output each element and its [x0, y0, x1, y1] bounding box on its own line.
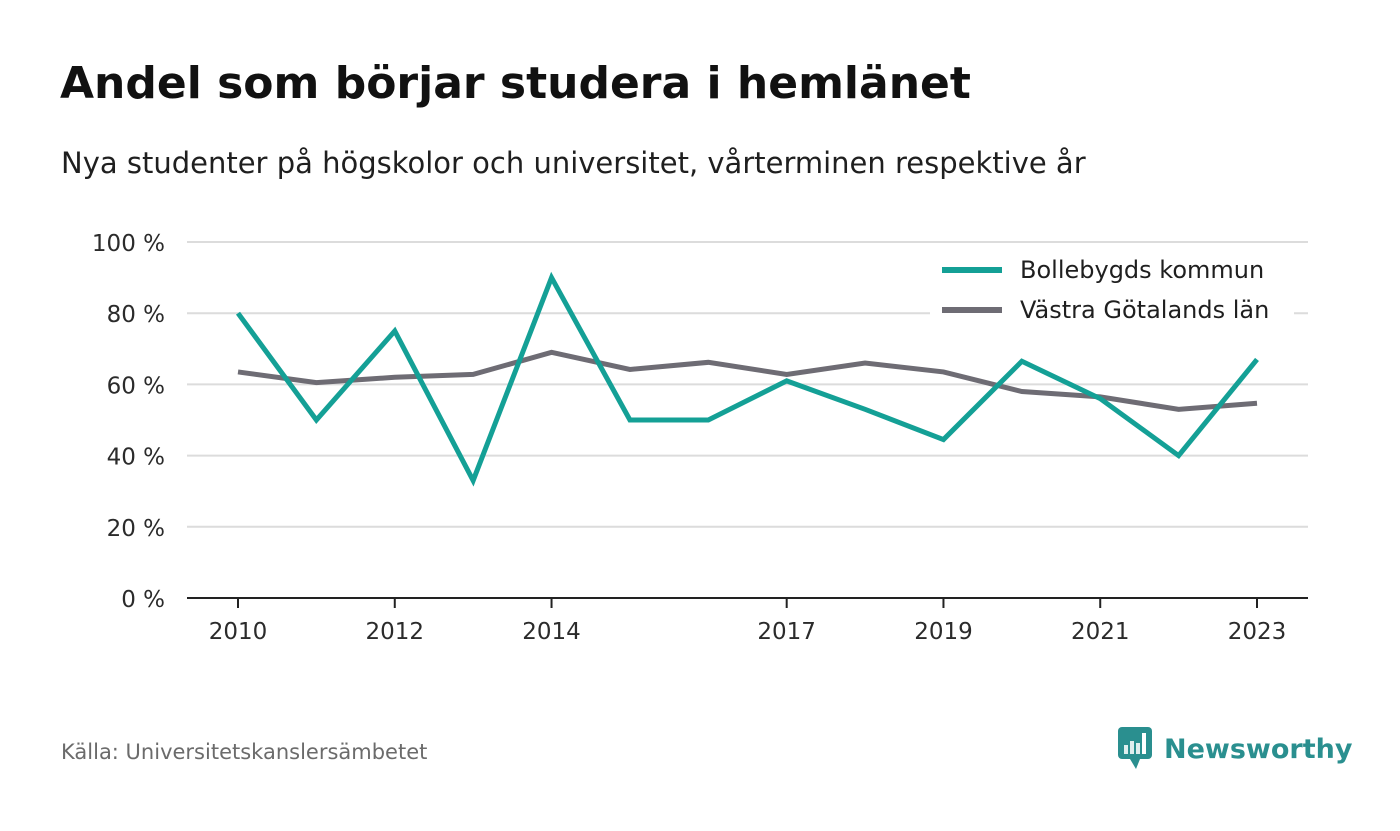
x-tick-label: 2023 [1228, 619, 1287, 645]
line-chart: 0 %20 %40 %60 %80 %100 % 2010 2012 2014 201… [92, 231, 1308, 645]
series-lines [235, 271, 1259, 487]
brand-logo[interactable]: Newsworthy [1118, 727, 1352, 771]
y-tick-label: 100 % [92, 231, 165, 257]
series-line-bollebygds [235, 271, 1259, 487]
y-tick-label: 20 % [107, 516, 165, 542]
y-tick-label: 40 % [107, 445, 165, 471]
y-tick-label: 80 % [107, 302, 165, 328]
x-tick-label: 2010 [209, 619, 268, 645]
series-line-vastra-gotaland [237, 349, 1258, 412]
x-axis: 2010 2012 2014 2017 2019 2021 2023 [187, 597, 1308, 645]
x-tick-label: 2012 [365, 619, 424, 645]
brand-name: Newsworthy [1164, 733, 1353, 765]
legend-label: Västra Götalands län [1020, 296, 1269, 324]
legend-background [930, 250, 1294, 328]
newsworthy-logo-icon [1118, 727, 1152, 769]
x-tick-label: 2019 [914, 619, 973, 645]
x-tick-label: 2017 [757, 619, 816, 645]
x-tick-label: 2014 [522, 619, 581, 645]
y-tick-label: 0 % [121, 587, 165, 613]
legend-label: Bollebygds kommun [1020, 256, 1264, 284]
x-tick-label: 2021 [1071, 619, 1130, 645]
chart-title: Andel som börjar studera i hemlänet [60, 58, 971, 109]
y-tick-label: 60 % [107, 373, 165, 399]
source-note: Källa: Universitetskanslersämbetet [61, 740, 428, 764]
chart-subtitle: Nya studenter på högskolor och universit… [61, 146, 1086, 180]
legend: Bollebygds kommun Västra Götalands län [930, 250, 1294, 328]
y-axis-tick-labels: 0 % 20 % 40 % 60 % 80 % 100 % [92, 231, 165, 613]
